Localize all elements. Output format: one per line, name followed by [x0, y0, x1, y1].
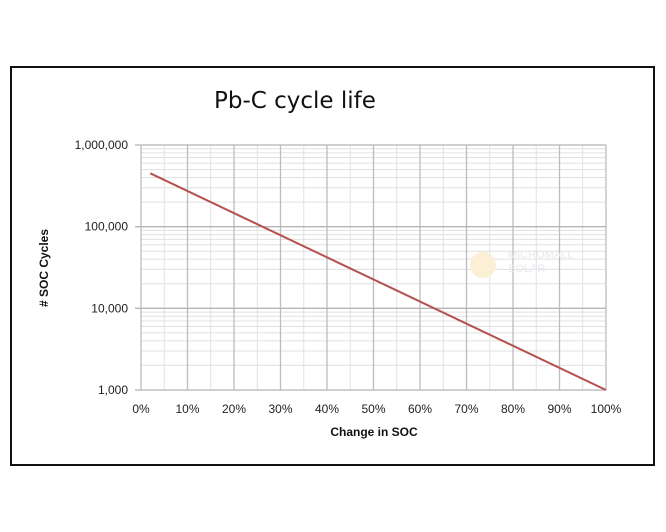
- chart-frame: [10, 66, 655, 466]
- x-tick-label: 70%: [454, 402, 478, 416]
- x-tick-label: 40%: [315, 402, 339, 416]
- x-tick-label: 100%: [591, 402, 622, 416]
- sun-icon: [470, 252, 496, 278]
- chart-title: Pb-C cycle life: [214, 88, 376, 114]
- y-tick-label: 1,000: [98, 383, 128, 397]
- y-axis-label: # SOC Cycles: [37, 229, 51, 307]
- major-gridlines: [135, 144, 607, 391]
- x-tick-label: 0%: [132, 402, 150, 416]
- x-tick-label: 90%: [547, 402, 571, 416]
- watermark-line1: MICROMALL: [508, 249, 573, 261]
- y-tick-label: 10,000: [91, 301, 128, 315]
- x-axis-label: Change in SOC: [330, 425, 418, 439]
- series-line: [149, 172, 607, 391]
- x-tick-label: 80%: [501, 402, 525, 416]
- y-tick-label: 1,000,000: [75, 138, 129, 152]
- x-tick-labels: 0% 10% 20% 30% 40% 50% 60% 70% 80% 90% 100%: [132, 402, 621, 416]
- watermark: MICROMALL SOLAR: [470, 249, 573, 278]
- x-tick-label: 20%: [222, 402, 246, 416]
- y-tick-label: 100,000: [85, 220, 129, 234]
- x-tick-label: 50%: [361, 402, 385, 416]
- watermark-line2: SOLAR: [508, 263, 545, 275]
- series-group: [149, 172, 607, 391]
- y-tick-labels: 1,000 10,000 100,000 1,000,000: [75, 138, 129, 397]
- x-tick-label: 60%: [408, 402, 432, 416]
- x-tick-label: 10%: [175, 402, 199, 416]
- x-tick-label: 30%: [268, 402, 292, 416]
